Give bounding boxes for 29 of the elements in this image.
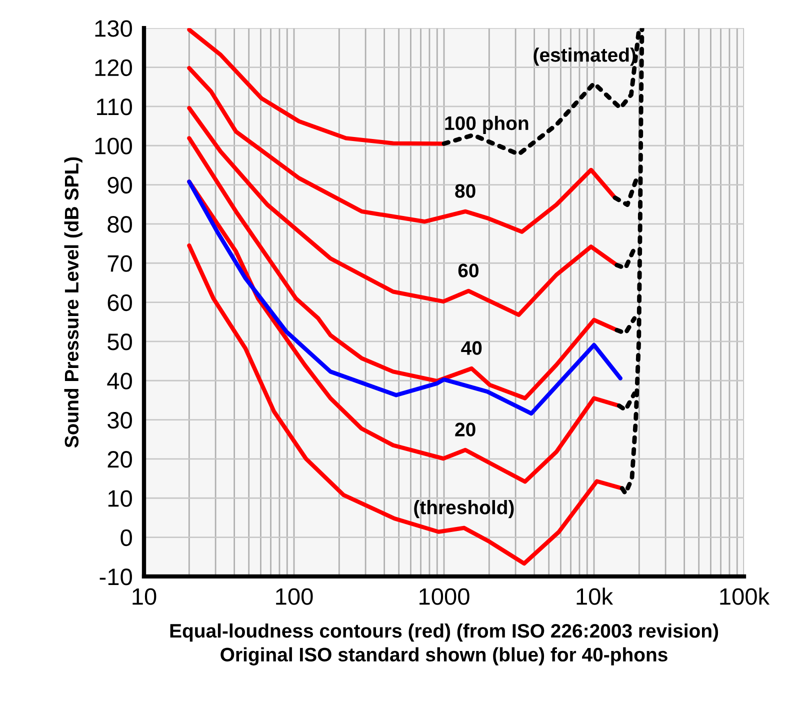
series-label: 20 [455,422,476,436]
y-tick-label: 10 [108,490,132,507]
y-tick-label: 60 [108,294,132,312]
x-tick-label: 100 [276,588,313,605]
series-label: 80 [455,184,476,198]
x-tick-label: 1000 [420,588,470,605]
y-tick-label: 50 [108,334,132,350]
y-tick-label: 70 [108,255,132,272]
y-tick-label: 90 [108,176,132,194]
series-label: (threshold) [414,500,514,518]
x-tick-label: 10k [576,588,614,605]
y-tick-label: 120 [95,59,132,76]
y-tick-label: 110 [97,98,132,116]
series-label: 40 [461,341,482,355]
y-tick-label: 0 [120,529,132,546]
y-tick-label: 30 [108,412,132,429]
series-label: 100 phon [445,116,528,134]
y-tick-label: 130 [95,20,132,37]
x-axis-title: Equal-loudness contours (red) (from ISO 226:2003 revision) Original ISO standard shown (blue) for 40-phons [170,623,718,666]
y-tick-label: 20 [108,451,132,468]
x-tick-label: 100k [720,588,770,605]
series-label: 60 [458,264,478,278]
series-label: (estimated) [534,48,636,66]
y-tick-label: 100 [95,138,132,154]
y-tick-label: -10 [100,568,132,586]
y-tick-label: 80 [108,216,132,233]
y-axis-title: Sound Pressure Level (dB SPL) [64,157,82,448]
x-tick-label: 10 [132,588,156,605]
y-tick-label: 40 [107,372,132,390]
